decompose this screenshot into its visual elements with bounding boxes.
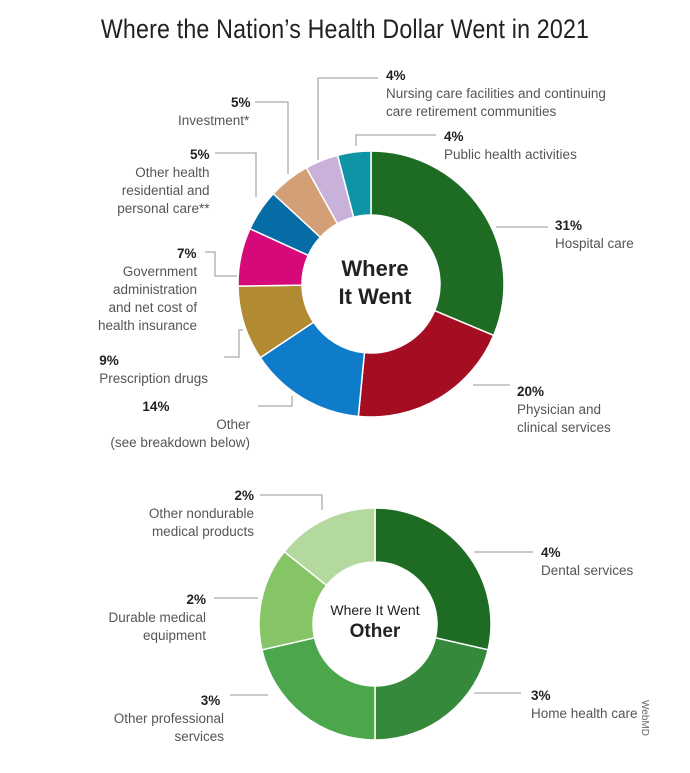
label-home-health-care: 3% Home health care (531, 688, 638, 721)
slice-public-health-activities (336, 150, 372, 219)
slice-home-health-care (374, 636, 489, 741)
leader-line (255, 101, 289, 174)
slice-physician-and-clinical-services (357, 309, 495, 418)
label-public-health: 4% Public health activities (444, 129, 577, 162)
label-durable-medical-equipment: 2% Durable medical equipment (108, 592, 206, 643)
donut1-center-line2: It Went (338, 284, 412, 309)
leader-lines (205, 77, 548, 696)
leader-line (355, 134, 436, 146)
label-investment: 5% Investment* (178, 95, 251, 128)
label-dental-services: 4% Dental services (541, 545, 634, 578)
donut-where-it-went-other (258, 507, 492, 741)
donut2-center-label: Where It Went Other (300, 600, 450, 644)
donut1-center-line1: Where (341, 256, 409, 281)
donut2-center-line2: Other (349, 621, 401, 642)
label-hospital-care: 31% Hospital care (555, 218, 634, 251)
donut1-center-label: Where It Went (300, 255, 450, 311)
label-residential-personal-care: 5% Other health residential and personal… (117, 147, 210, 216)
label-prescription-drugs: 9% Prescription drugs (99, 353, 208, 386)
donut-where-it-went (237, 150, 505, 418)
label-physician-services: 20% Physician and clinical services (517, 384, 611, 435)
donut2-center-line1: Where It Went (330, 602, 420, 618)
label-other: 14% Other (see breakdown below) (110, 399, 250, 450)
leader-line (317, 77, 378, 160)
leader-line (205, 251, 237, 277)
slice-other-nondurable-medical-products (283, 507, 376, 587)
slice-hospital-care (370, 150, 505, 337)
slice-dental-services (374, 507, 492, 651)
leader-line (260, 494, 323, 510)
leader-line (258, 396, 293, 407)
credit-webmd: WebMD (639, 700, 650, 736)
leader-line (215, 152, 257, 197)
label-government-administration: 7% Government administration and net cos… (98, 246, 198, 333)
slice-other-professional-services (261, 636, 376, 741)
chart-title: Where the Nation’s Health Dollar Went in… (100, 14, 590, 44)
leader-line (224, 329, 243, 358)
label-nursing-care: 4% Nursing care facilities and continuin… (386, 68, 606, 119)
label-other-professional-services: 3% Other professional services (113, 693, 224, 744)
label-other-nondurable-products: 2% Other nondurable medical products (148, 488, 254, 539)
